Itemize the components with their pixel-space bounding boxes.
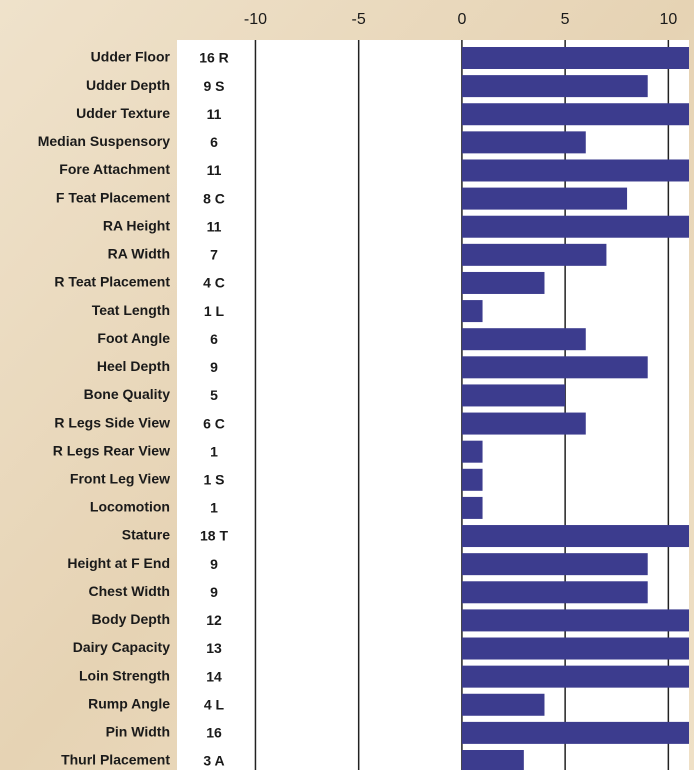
y-tick-label: Body Depth (91, 611, 170, 627)
y-tick-label: Udder Depth (86, 77, 170, 93)
y-tick-label: Chest Width (88, 583, 170, 599)
bar (461, 356, 648, 379)
bar (461, 131, 586, 154)
y-tick-label: Udder Floor (91, 49, 171, 65)
value-label: 12 (206, 612, 222, 628)
y-tick-label: R Legs Rear View (53, 442, 170, 458)
value-label: 6 (210, 331, 218, 347)
bar (461, 693, 545, 716)
bar (461, 187, 628, 210)
y-tick-label: Front Leg View (70, 471, 170, 487)
y-tick-label: Locomotion (90, 499, 170, 515)
y-tick-label: Height at F End (67, 555, 170, 571)
plot-area (177, 40, 689, 770)
bar (461, 750, 524, 770)
value-label: 5 (210, 387, 218, 403)
y-tick-label: Heel Depth (97, 358, 170, 374)
value-label: 8 C (203, 190, 225, 206)
value-label: 18 T (200, 528, 228, 544)
y-tick-label: Bone Quality (84, 386, 171, 402)
value-label: 9 (210, 359, 218, 375)
value-label: 6 (210, 134, 218, 150)
value-label: 16 R (199, 50, 229, 66)
value-label: 7 (210, 247, 218, 263)
y-tick-label: RA Width (108, 246, 170, 262)
bar (461, 328, 586, 351)
bar (461, 609, 689, 632)
bar (461, 412, 586, 435)
value-label: 6 C (203, 415, 225, 431)
y-tick-label: F Teat Placement (56, 189, 170, 205)
bar (461, 243, 607, 266)
value-label: 9 (210, 556, 218, 572)
bar (461, 525, 689, 548)
value-label: 3 A (203, 753, 224, 769)
value-label: 13 (206, 640, 222, 656)
value-label: 16 (206, 725, 222, 741)
bar (461, 440, 483, 463)
value-label: 1 (210, 500, 218, 516)
bar (461, 47, 689, 69)
x-tick-label: -10 (244, 11, 267, 28)
bar (461, 553, 648, 576)
bar (461, 665, 689, 688)
value-label: 1 L (204, 303, 225, 319)
y-tick-label: Fore Attachment (59, 161, 170, 177)
y-tick-label: Dairy Capacity (73, 639, 170, 655)
x-tick-label: -5 (352, 11, 366, 28)
bar (461, 721, 689, 744)
y-tick-label: Udder Texture (76, 105, 170, 121)
value-label: 11 (207, 106, 222, 122)
y-tick-label: Pin Width (106, 724, 170, 740)
bar (461, 159, 689, 182)
value-label: 1 S (203, 472, 224, 488)
bar (461, 75, 648, 98)
value-label: 9 (210, 584, 218, 600)
y-tick-label: Stature (122, 527, 170, 543)
bar (461, 468, 483, 491)
bar (461, 581, 648, 604)
bar (461, 103, 689, 126)
value-label: 11 (207, 162, 222, 178)
x-tick-label: 0 (457, 11, 466, 28)
bars (461, 47, 689, 770)
y-tick-label: R Legs Side View (54, 414, 170, 430)
y-tick-label: Foot Angle (97, 330, 170, 346)
value-label: 14 (206, 668, 222, 684)
value-label: 1 (210, 443, 218, 459)
x-tick-label: 5 (561, 11, 570, 28)
y-tick-label: RA Height (103, 217, 170, 233)
bar (461, 637, 689, 660)
y-tick-label: R Teat Placement (54, 274, 170, 290)
y-tick-label: Loin Strength (79, 667, 170, 683)
y-tick-label: Teat Length (92, 302, 170, 318)
bar (461, 496, 483, 519)
value-label: 9 S (203, 78, 224, 94)
bar (461, 271, 545, 294)
value-label: 4 L (204, 696, 225, 712)
y-tick-label: Median Suspensory (38, 133, 170, 149)
bar (461, 215, 689, 238)
y-tick-label: Thurl Placement (61, 752, 170, 768)
value-label: 4 C (203, 275, 225, 291)
y-tick-label: Rump Angle (88, 695, 170, 711)
x-tick-label: 10 (659, 11, 677, 28)
value-label: 11 (207, 218, 222, 234)
bar (461, 300, 483, 323)
bar (461, 384, 566, 407)
